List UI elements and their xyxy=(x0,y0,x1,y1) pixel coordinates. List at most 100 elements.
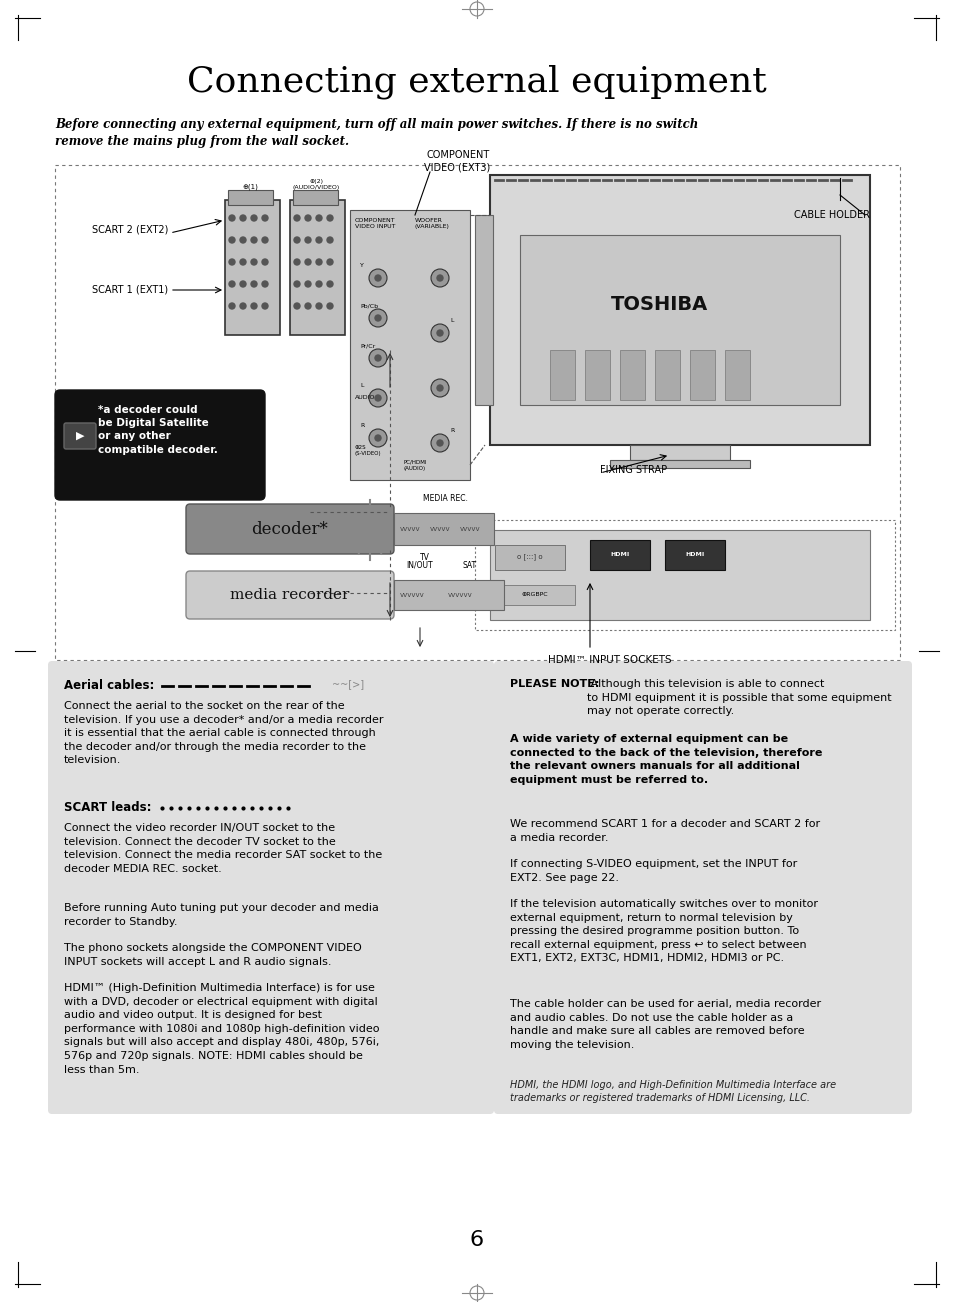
Circle shape xyxy=(251,303,256,309)
Circle shape xyxy=(305,259,311,266)
Text: *a decoder could
be Digital Satellite
or any other
compatible decoder.: *a decoder could be Digital Satellite or… xyxy=(98,405,217,454)
Circle shape xyxy=(369,270,387,286)
Text: Y: Y xyxy=(359,263,363,268)
Circle shape xyxy=(369,389,387,408)
Circle shape xyxy=(294,259,299,266)
Circle shape xyxy=(436,440,442,447)
Bar xyxy=(490,530,869,620)
Bar xyxy=(655,350,679,400)
Circle shape xyxy=(240,215,246,221)
Text: ▶: ▶ xyxy=(75,431,84,441)
Bar xyxy=(609,460,749,467)
Circle shape xyxy=(327,303,333,309)
Circle shape xyxy=(251,215,256,221)
Circle shape xyxy=(305,237,311,243)
Circle shape xyxy=(315,303,322,309)
Circle shape xyxy=(229,303,234,309)
FancyBboxPatch shape xyxy=(186,572,394,618)
Text: vvvvvv: vvvvvv xyxy=(448,592,473,598)
Circle shape xyxy=(436,275,442,281)
Circle shape xyxy=(315,237,322,243)
Text: vvvvv: vvvvv xyxy=(430,526,450,533)
Bar xyxy=(394,513,494,546)
Circle shape xyxy=(375,435,380,441)
Circle shape xyxy=(240,303,246,309)
Text: ⊕RGBPC: ⊕RGBPC xyxy=(521,592,548,598)
Text: Aerial cables:: Aerial cables: xyxy=(64,680,154,691)
Text: MEDIA REC.: MEDIA REC. xyxy=(422,493,467,503)
Text: TOSHIBA: TOSHIBA xyxy=(611,296,708,315)
Circle shape xyxy=(240,259,246,266)
Text: WOOFER
(VARIABLE): WOOFER (VARIABLE) xyxy=(415,217,450,229)
Circle shape xyxy=(262,259,268,266)
Text: SCART 2 (EXT2): SCART 2 (EXT2) xyxy=(91,225,168,234)
Bar xyxy=(724,350,749,400)
Text: SAT: SAT xyxy=(462,561,476,570)
Bar xyxy=(519,234,840,405)
Circle shape xyxy=(262,303,268,309)
Circle shape xyxy=(305,215,311,221)
Bar xyxy=(394,579,503,611)
Text: R: R xyxy=(450,428,454,434)
Circle shape xyxy=(251,281,256,286)
Text: SCART 1 (EXT1): SCART 1 (EXT1) xyxy=(91,285,168,296)
Text: ⊕(1): ⊕(1) xyxy=(242,184,257,190)
Circle shape xyxy=(262,237,268,243)
Text: Connect the video recorder IN/OUT socket to the
television. Connect the decoder : Connect the video recorder IN/OUT socket… xyxy=(64,823,382,874)
Circle shape xyxy=(327,259,333,266)
Text: A wide variety of external equipment can be
connected to the back of the televis: A wide variety of external equipment can… xyxy=(510,734,821,785)
Text: AUDIO: AUDIO xyxy=(355,395,375,400)
Text: Before connecting any external equipment, turn off all main power switches. If t: Before connecting any external equipment… xyxy=(55,118,698,148)
Bar xyxy=(475,215,493,405)
Bar xyxy=(228,190,273,204)
Text: COMPONENT
VIDEO (EXT3): COMPONENT VIDEO (EXT3) xyxy=(423,151,490,172)
Text: Connecting external equipment: Connecting external equipment xyxy=(187,65,766,99)
Text: TV: TV xyxy=(419,553,430,562)
Circle shape xyxy=(369,349,387,367)
Circle shape xyxy=(294,281,299,286)
Text: o [:::] o: o [:::] o xyxy=(517,553,542,560)
Bar xyxy=(290,201,345,335)
Circle shape xyxy=(431,379,449,397)
Text: L: L xyxy=(359,383,363,388)
Text: ⊕2S
(S-VIDEO): ⊕2S (S-VIDEO) xyxy=(355,445,381,456)
Text: HDMI™ (High-Definition Multimedia Interface) is for use
with a DVD, decoder or e: HDMI™ (High-Definition Multimedia Interf… xyxy=(64,983,379,1074)
Circle shape xyxy=(375,315,380,322)
Circle shape xyxy=(262,281,268,286)
Circle shape xyxy=(305,303,311,309)
Circle shape xyxy=(294,215,299,221)
Circle shape xyxy=(251,237,256,243)
Text: The cable holder can be used for aerial, media recorder
and audio cables. Do not: The cable holder can be used for aerial,… xyxy=(510,999,821,1049)
Circle shape xyxy=(251,259,256,266)
FancyBboxPatch shape xyxy=(186,504,394,553)
Circle shape xyxy=(436,329,442,336)
Bar xyxy=(550,350,575,400)
Text: ~~[>]: ~~[>] xyxy=(332,680,364,689)
Circle shape xyxy=(240,281,246,286)
Circle shape xyxy=(375,355,380,361)
Circle shape xyxy=(294,303,299,309)
Text: We recommend SCART 1 for a decoder and SCART 2 for
a media recorder.: We recommend SCART 1 for a decoder and S… xyxy=(510,819,820,842)
Circle shape xyxy=(229,281,234,286)
Text: Although this television is able to connect
to HDMI equipment it is possible tha: Although this television is able to conn… xyxy=(586,680,891,716)
Circle shape xyxy=(229,259,234,266)
FancyBboxPatch shape xyxy=(494,661,911,1115)
Text: CABLE HOLDER: CABLE HOLDER xyxy=(793,210,869,220)
Bar xyxy=(495,585,575,605)
Text: vvvvvv: vvvvvv xyxy=(399,592,424,598)
Text: L: L xyxy=(450,318,453,323)
Circle shape xyxy=(436,385,442,391)
Circle shape xyxy=(431,434,449,452)
Bar xyxy=(495,546,564,570)
Circle shape xyxy=(240,237,246,243)
Bar xyxy=(589,540,649,570)
Circle shape xyxy=(229,237,234,243)
Bar xyxy=(293,190,337,204)
Circle shape xyxy=(315,259,322,266)
Text: FIXING STRAP: FIXING STRAP xyxy=(599,465,666,475)
Text: If connecting S-VIDEO equipment, set the INPUT for
EXT2. See page 22.: If connecting S-VIDEO equipment, set the… xyxy=(510,859,797,883)
FancyBboxPatch shape xyxy=(64,423,96,449)
Circle shape xyxy=(375,275,380,281)
Circle shape xyxy=(375,395,380,401)
Circle shape xyxy=(294,237,299,243)
